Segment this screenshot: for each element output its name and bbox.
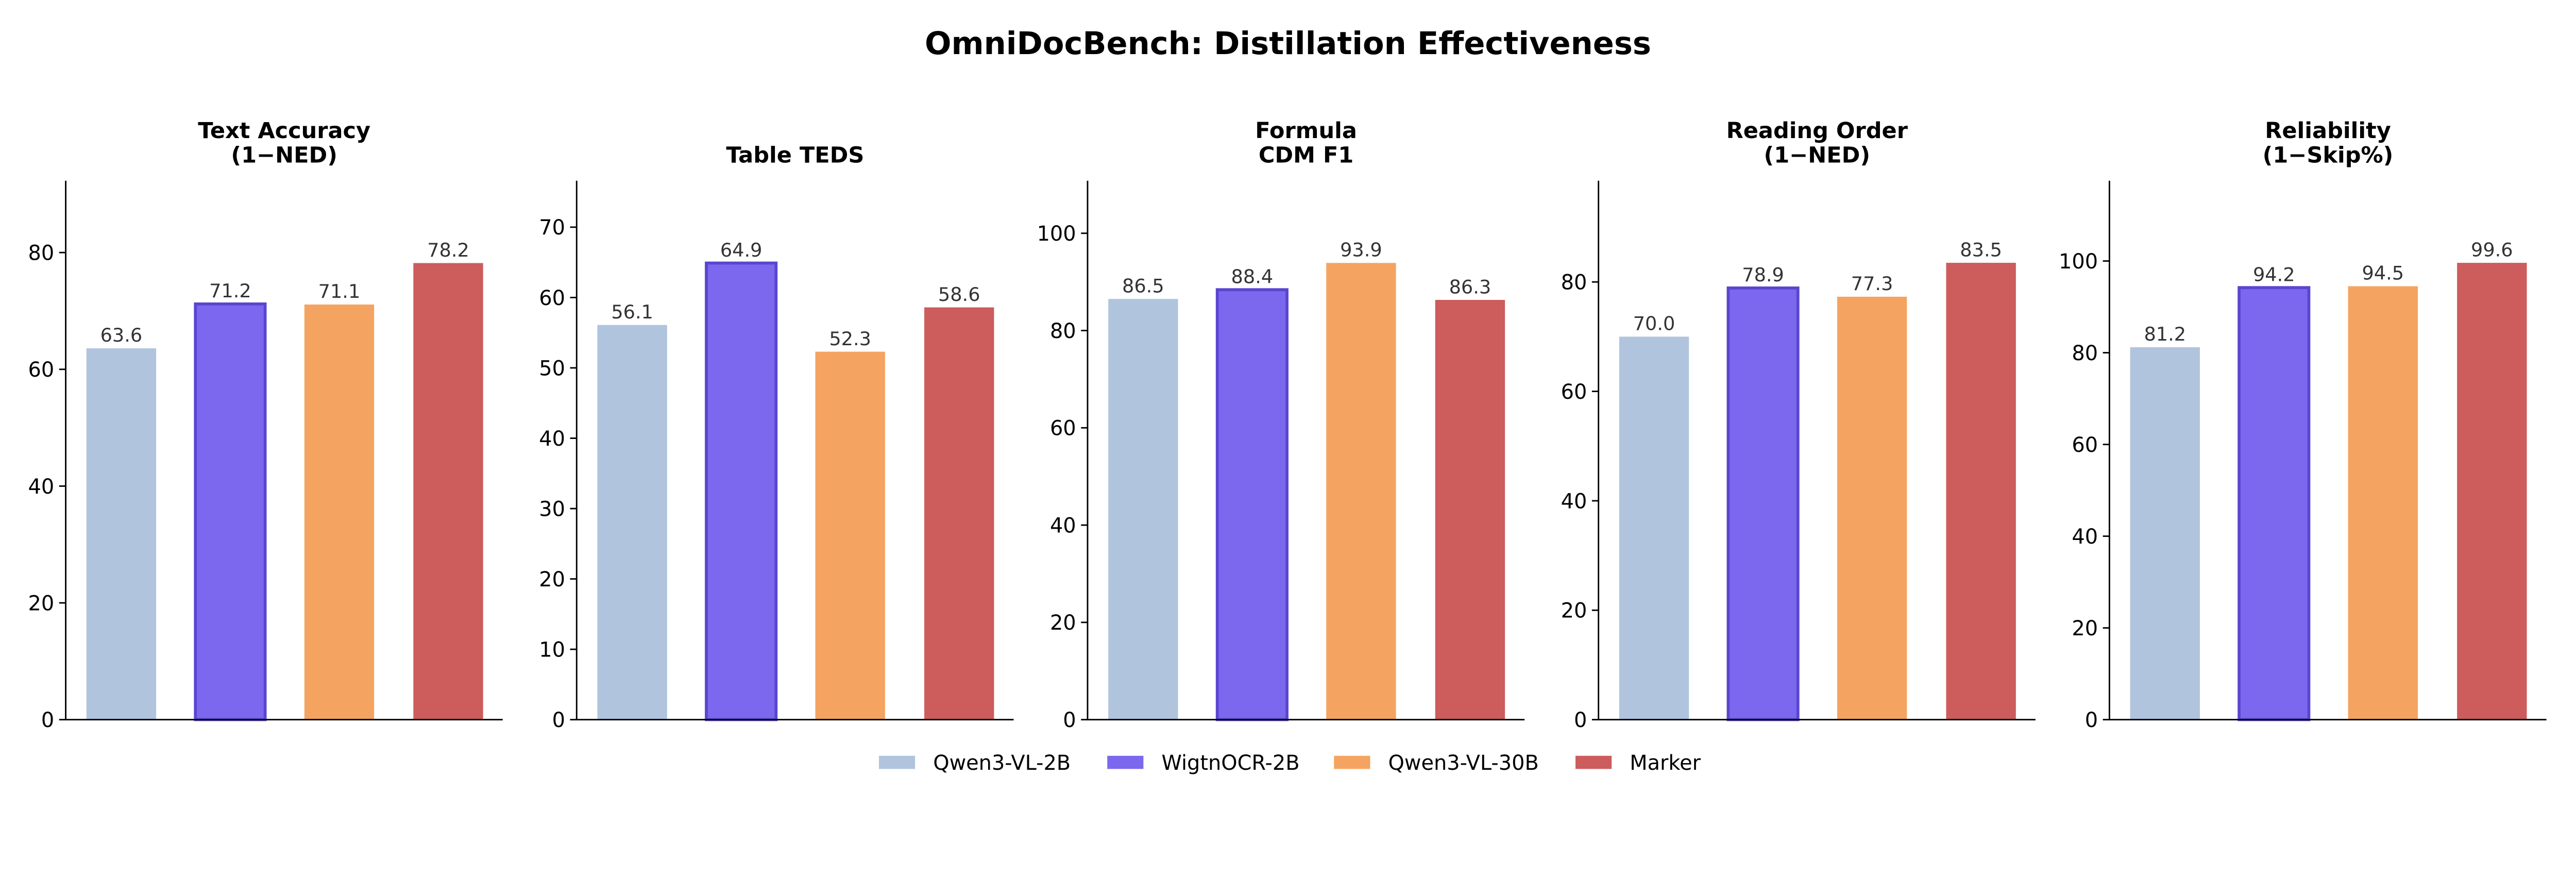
chart: OmniDocBench: Distillation Effectiveness… <box>28 26 2547 775</box>
y-tick-label: 70 <box>539 216 565 240</box>
panel-1: Text Accuracy(1−NED) 63.6 71.2 71.1 78.2 0 20 4… <box>28 118 503 732</box>
value-label: 56.1 <box>611 301 653 323</box>
panel-title: Reading Order <box>1726 118 1908 144</box>
value-label: 99.6 <box>2471 239 2513 261</box>
y-tick-label: 0 <box>1574 708 1587 732</box>
bar-qwen3-vl-30b <box>1837 296 1907 720</box>
value-label: 63.6 <box>100 324 143 346</box>
y-tick-label: 80 <box>28 241 55 265</box>
y-tick-label: 0 <box>1063 708 1076 732</box>
value-label: 52.3 <box>829 328 871 350</box>
y-tick-label: 20 <box>2072 617 2098 640</box>
value-label: 94.2 <box>2253 263 2295 285</box>
panel-title: (1−Skip%) <box>2263 143 2394 168</box>
y-tick-label: 60 <box>1050 417 1076 441</box>
panel-5: Reliability(1−Skip%) 81.2 94.2 94.5 99.6 0 20 4… <box>2059 118 2547 732</box>
legend-label: Marker <box>1630 751 1701 775</box>
value-label: 78.9 <box>1742 264 1784 286</box>
bar-wigtnocr-2b <box>194 302 267 721</box>
y-tick-label: 20 <box>539 568 565 592</box>
value-label: 71.2 <box>209 280 251 302</box>
y-tick-label: 80 <box>1050 319 1076 343</box>
value-label: 86.5 <box>1122 275 1164 297</box>
y-tick-label: 80 <box>1561 271 1587 295</box>
panel-title: Formula <box>1255 118 1357 144</box>
y-tick-label: 60 <box>2072 433 2098 457</box>
bar-qwen3-vl-2b <box>1619 336 1689 720</box>
value-label: 77.3 <box>1851 273 1893 295</box>
chart-title: OmniDocBench: Distillation Effectiveness <box>925 26 1651 62</box>
value-label: 83.5 <box>1960 239 2002 261</box>
y-tick-label: 20 <box>28 592 55 615</box>
value-label: 86.3 <box>1449 276 1492 298</box>
bar-marker <box>1435 300 1505 720</box>
y-tick-label: 50 <box>539 357 565 380</box>
value-label: 94.5 <box>2362 262 2404 284</box>
legend-swatch <box>1575 755 1612 769</box>
panel-title: Text Accuracy <box>198 118 370 144</box>
y-tick-label: 30 <box>539 497 565 521</box>
bar-qwen3-vl-30b <box>1326 263 1396 720</box>
panel-2: Table TEDS 56.1 64.9 52.3 58.6 0 10 20 30 40 50 60 7… <box>539 143 1014 732</box>
value-label: 81.2 <box>2144 323 2186 345</box>
bar-qwen3-vl-2b <box>1108 299 1178 720</box>
y-tick-label: 0 <box>2085 708 2098 732</box>
y-tick-label: 40 <box>539 427 565 451</box>
bar-wigtnocr-2b <box>1726 286 1800 721</box>
panels: Text Accuracy(1−NED)63.671.2 71.178.20204… <box>28 118 2547 732</box>
y-tick-label: 60 <box>28 358 55 382</box>
bar-marker <box>1946 263 2016 720</box>
legend-swatch <box>1334 755 1370 769</box>
y-tick-label: 10 <box>539 638 565 662</box>
legend-swatch <box>1107 755 1144 769</box>
panel-title: Reliability <box>2265 118 2391 144</box>
value-label: 71.1 <box>318 280 361 302</box>
legend-label: WigtnOCR-2B <box>1161 751 1299 775</box>
bar-qwen3-vl-2b <box>597 325 667 720</box>
bar-marker <box>924 307 994 720</box>
y-tick-label: 20 <box>1050 611 1076 635</box>
value-label: 58.6 <box>938 283 980 306</box>
bar-qwen3-vl-30b <box>304 304 375 720</box>
legend: Qwen3-VL-2B WigtnOCR-2B Qwen3-VL-30B Marker <box>878 751 1701 775</box>
bar-qwen3-vl-2b <box>2130 347 2200 720</box>
bar-qwen3-vl-2b <box>86 348 157 720</box>
y-tick-label: 40 <box>1561 489 1587 513</box>
legend-label: Qwen3-VL-30B <box>1388 751 1539 775</box>
bar-marker <box>413 263 483 720</box>
bar-qwen3-vl-30b <box>2348 286 2418 720</box>
y-tick-label: 0 <box>552 708 565 732</box>
y-tick-label: 60 <box>1561 380 1587 404</box>
value-label: 70.0 <box>1633 313 1675 335</box>
y-tick-label: 100 <box>1037 222 1076 246</box>
value-label: 88.4 <box>1231 265 1274 288</box>
bar-qwen3-vl-30b <box>815 351 885 720</box>
y-tick-label: 80 <box>2072 342 2098 365</box>
y-tick-label: 100 <box>2059 250 2098 274</box>
panel-title: CDM F1 <box>1259 143 1353 168</box>
panel-title: (1−NED) <box>231 143 337 168</box>
value-label: 64.9 <box>720 239 762 261</box>
y-tick-label: 0 <box>41 708 54 732</box>
panel-title: Table TEDS <box>726 143 864 168</box>
legend-label: Qwen3-VL-2B <box>933 751 1071 775</box>
value-label: 78.2 <box>427 239 469 261</box>
bar-wigtnocr-2b <box>2238 286 2311 721</box>
y-tick-label: 40 <box>2072 525 2098 549</box>
y-tick-label: 40 <box>28 475 55 499</box>
legend-swatch <box>878 755 916 769</box>
value-label: 93.9 <box>1340 239 1382 261</box>
panel-4: Reading Order(1−NED) 70.0 78.9 77.3 83.5 0 20 4… <box>1561 118 2036 732</box>
bar-wigtnocr-2b <box>1215 288 1289 721</box>
bar-marker <box>2457 263 2527 720</box>
y-tick-label: 20 <box>1561 599 1587 623</box>
panel-title: (1−NED) <box>1764 143 1870 168</box>
bar-wigtnocr-2b <box>705 261 778 721</box>
y-tick-label: 40 <box>1050 514 1076 537</box>
y-tick-label: 60 <box>539 286 565 310</box>
